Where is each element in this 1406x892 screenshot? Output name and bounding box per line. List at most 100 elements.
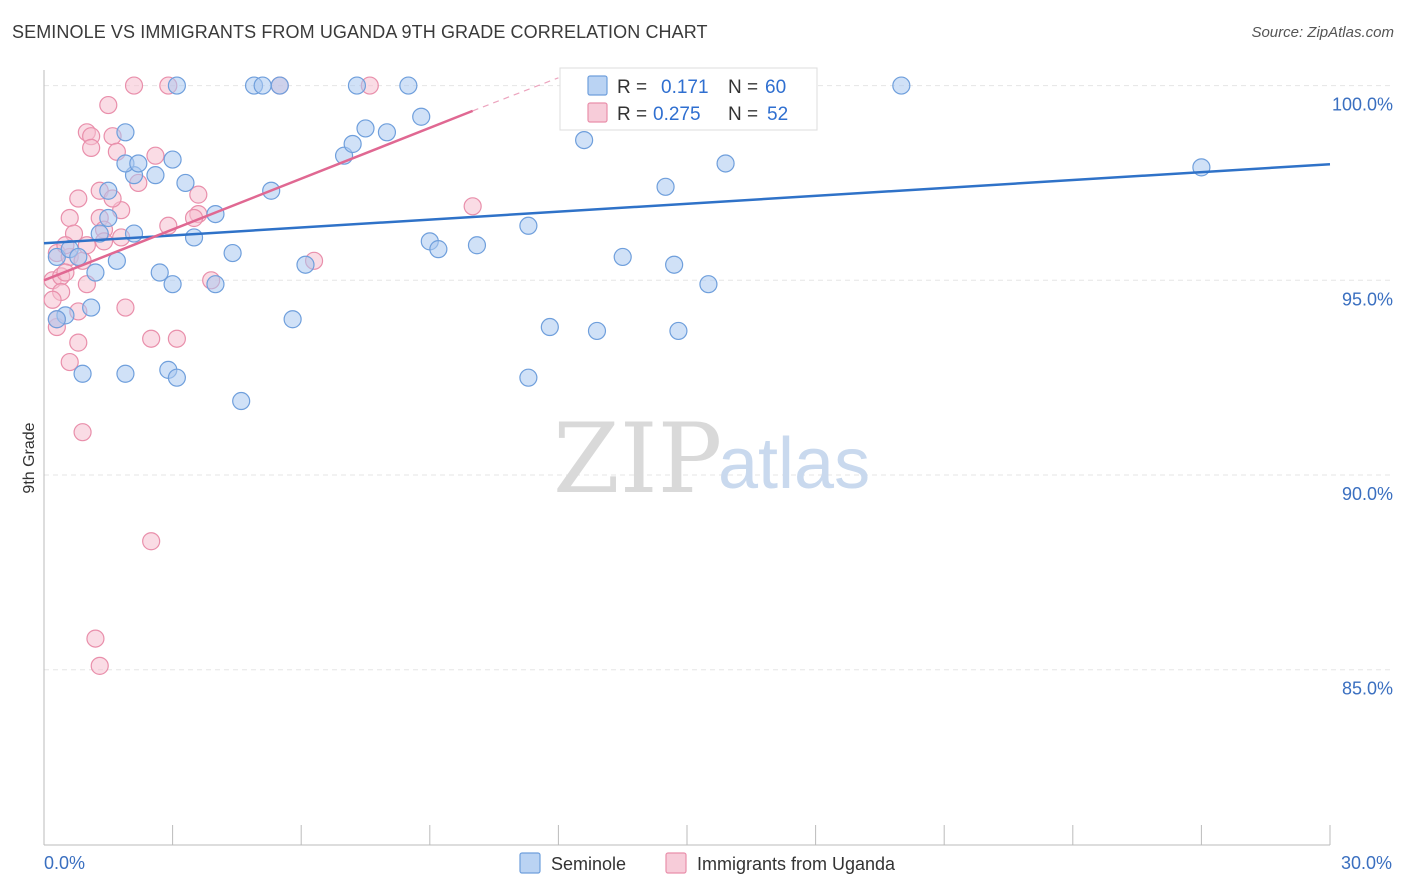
- seminole-point: [283, 310, 302, 329]
- seminole-point: [716, 154, 735, 173]
- y-tick-label: 90.0%: [1342, 484, 1393, 504]
- y-axis-title: 9th Grade: [21, 422, 38, 493]
- uganda-point: [116, 298, 135, 317]
- seminole-point: [176, 173, 195, 193]
- x-tick-label-max: 30.0%: [1341, 853, 1392, 873]
- trendlines: [43, 77, 1331, 282]
- uganda-point: [99, 95, 118, 115]
- seminole-point: [253, 76, 272, 95]
- seminole-point: [163, 150, 182, 169]
- seminole-point: [343, 134, 362, 154]
- legend-r-label-1: R =: [617, 77, 647, 98]
- seminole-point: [184, 228, 204, 247]
- y-tick-labels: 100.0% 95.0% 90.0% 85.0%: [1332, 95, 1393, 699]
- uganda-trendline: [43, 109, 474, 282]
- seminole-point: [129, 154, 148, 173]
- uganda-point: [167, 329, 186, 348]
- seminole-point: [356, 119, 375, 138]
- x-ticks: [43, 825, 1331, 845]
- seminole-point: [296, 255, 315, 274]
- seminole-point: [429, 240, 448, 259]
- x-tick-label-min: 0.0%: [44, 853, 85, 873]
- legend-n-label-1: N =: [728, 77, 758, 98]
- y-tick-label: 85.0%: [1342, 679, 1393, 699]
- seminole-point: [665, 255, 684, 274]
- uganda-point: [43, 290, 62, 309]
- legend-r-label-2: R =: [617, 104, 647, 125]
- uganda-point: [73, 423, 92, 442]
- uganda-point: [142, 329, 161, 348]
- seminole-point: [575, 131, 594, 150]
- uganda-point: [60, 208, 79, 228]
- watermark-zip: ZIP: [553, 403, 722, 515]
- legend-r-value-1: 0.171: [661, 77, 709, 98]
- seminole-point: [232, 391, 251, 411]
- seminole-point: [669, 321, 688, 341]
- watermark-atlas: atlas: [718, 424, 870, 504]
- uganda-point: [86, 629, 105, 648]
- seminole-series-swatch: [519, 852, 541, 874]
- seminole-point: [73, 364, 92, 383]
- legend-n-value-1: 60: [765, 77, 786, 98]
- seminole-point: [377, 123, 397, 142]
- seminole-series-label: Seminole: [551, 854, 626, 874]
- seminole-point: [412, 107, 431, 126]
- seminole-point: [270, 76, 289, 95]
- seminole-point: [82, 298, 101, 317]
- seminole-point: [116, 123, 135, 142]
- seminole-point: [47, 310, 66, 329]
- seminole-point: [167, 368, 186, 387]
- seminole-point: [124, 224, 144, 243]
- seminole-point: [540, 317, 559, 337]
- y-tick-label: 100.0%: [1332, 95, 1393, 115]
- seminole-point: [613, 247, 632, 267]
- x-tick-labels: 0.0% 30.0%: [44, 853, 1392, 873]
- seminole-point: [347, 76, 367, 95]
- watermark: ZIP atlas: [553, 403, 870, 515]
- stats-legend: R = 0.171 N = 60 R = 0.275 N = 52: [559, 67, 818, 131]
- seminole-point: [116, 364, 135, 383]
- uganda-point: [60, 352, 79, 372]
- seminole-point: [699, 275, 718, 294]
- uganda-trendline-extension: [472, 77, 559, 112]
- seminole-point: [99, 181, 118, 200]
- seminole-trendline: [43, 162, 1331, 245]
- uganda-point: [146, 146, 165, 165]
- seminole-point: [467, 236, 487, 255]
- series-legend: Seminole Immigrants from Uganda: [519, 852, 896, 874]
- uganda-point: [142, 532, 161, 551]
- seminole-point: [90, 224, 109, 243]
- y-tick-label: 95.0%: [1342, 289, 1393, 309]
- uganda-point: [69, 189, 88, 208]
- seminole-point: [892, 76, 911, 95]
- seminole-point: [656, 177, 675, 196]
- seminole-point: [86, 263, 105, 282]
- seminole-point: [223, 243, 242, 263]
- legend-r-value-2: 0.275: [653, 104, 701, 125]
- uganda-points: [43, 76, 482, 675]
- seminole-point: [146, 166, 165, 185]
- uganda-point: [82, 138, 101, 157]
- uganda-point: [69, 333, 88, 352]
- seminole-point: [519, 216, 538, 235]
- uganda-series-label: Immigrants from Uganda: [697, 854, 896, 874]
- uganda-legend-swatch: [587, 102, 608, 123]
- seminole-point: [99, 208, 118, 228]
- uganda-point: [189, 185, 208, 204]
- seminole-point: [519, 368, 538, 387]
- uganda-point: [90, 656, 109, 675]
- legend-n-value-2: 52: [767, 104, 788, 125]
- legend-n-label-2: N =: [728, 104, 758, 125]
- uganda-series-swatch: [665, 852, 687, 874]
- seminole-point: [399, 76, 418, 95]
- uganda-point: [124, 76, 144, 95]
- chart-title: SEMINOLE VS IMMIGRANTS FROM UGANDA 9TH G…: [12, 22, 708, 42]
- seminole-point: [163, 275, 182, 294]
- uganda-point: [463, 197, 482, 216]
- seminole-point: [69, 247, 88, 267]
- seminole-point: [587, 321, 607, 341]
- seminole-point: [150, 263, 169, 282]
- seminole-point: [206, 275, 225, 294]
- source-credit: Source: ZipAtlas.com: [1251, 24, 1394, 41]
